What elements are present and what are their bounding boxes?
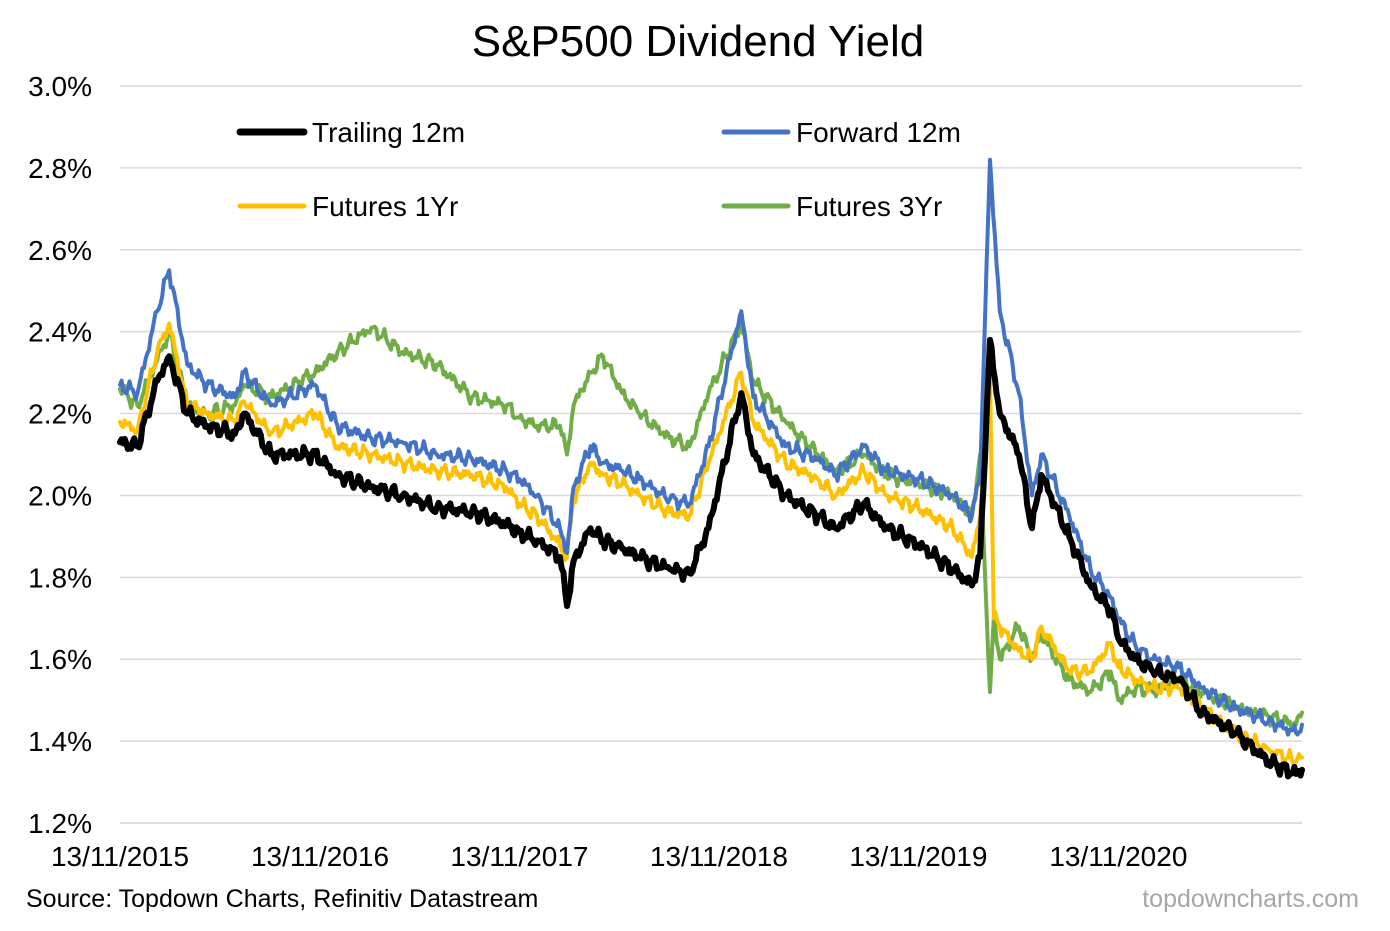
- y-tick-label: 2.8%: [28, 153, 92, 184]
- legend-label: Futures 3Yr: [796, 191, 942, 222]
- y-tick-label: 1.2%: [28, 808, 92, 839]
- x-tick-label: 13/11/2020: [1049, 841, 1187, 872]
- brand-watermark: topdowncharts.com: [1142, 885, 1359, 913]
- x-tick-label: 13/11/2015: [51, 841, 189, 872]
- x-tick-label: 13/11/2016: [251, 841, 389, 872]
- x-tick-label: 13/11/2019: [849, 841, 987, 872]
- series-line-trailing-12m: [117, 336, 1305, 780]
- legend-label: Trailing 12m: [312, 117, 465, 148]
- y-tick-label: 1.4%: [28, 726, 92, 757]
- legend-label: Futures 1Yr: [312, 191, 458, 222]
- chart-title: S&P500 Dividend Yield: [472, 17, 925, 66]
- y-tick-label: 1.6%: [28, 644, 92, 675]
- y-tick-label: 2.4%: [28, 317, 92, 348]
- legend: Trailing 12m Forward 12m Futures 1Yr Future…: [236, 117, 961, 222]
- y-tick-label: 2.0%: [28, 480, 92, 511]
- series-line-futures-3yr: [118, 321, 1304, 730]
- source-note: Source: Topdown Charts, Refinitiv Datast…: [26, 885, 538, 913]
- series-lines: [117, 157, 1305, 780]
- x-tick-label: 13/11/2017: [450, 841, 588, 872]
- x-tick-label: 13/11/2018: [650, 841, 788, 872]
- y-axis-ticks: 1.2% 1.4% 1.6% 1.8% 2.0% 2.2% 2.4% 2.6% 2.8% 3.0%: [28, 71, 92, 839]
- y-tick-label: 2.6%: [28, 235, 92, 266]
- y-tick-label: 2.2%: [28, 399, 92, 430]
- y-tick-label: 3.0%: [28, 71, 92, 102]
- x-axis-ticks: 13/11/2015 13/11/2016 13/11/2017 13/11/2018…: [51, 841, 1187, 872]
- series-line-futures-1yr: [118, 321, 1304, 766]
- y-tick-label: 1.8%: [28, 562, 92, 593]
- legend-label: Forward 12m: [796, 117, 961, 148]
